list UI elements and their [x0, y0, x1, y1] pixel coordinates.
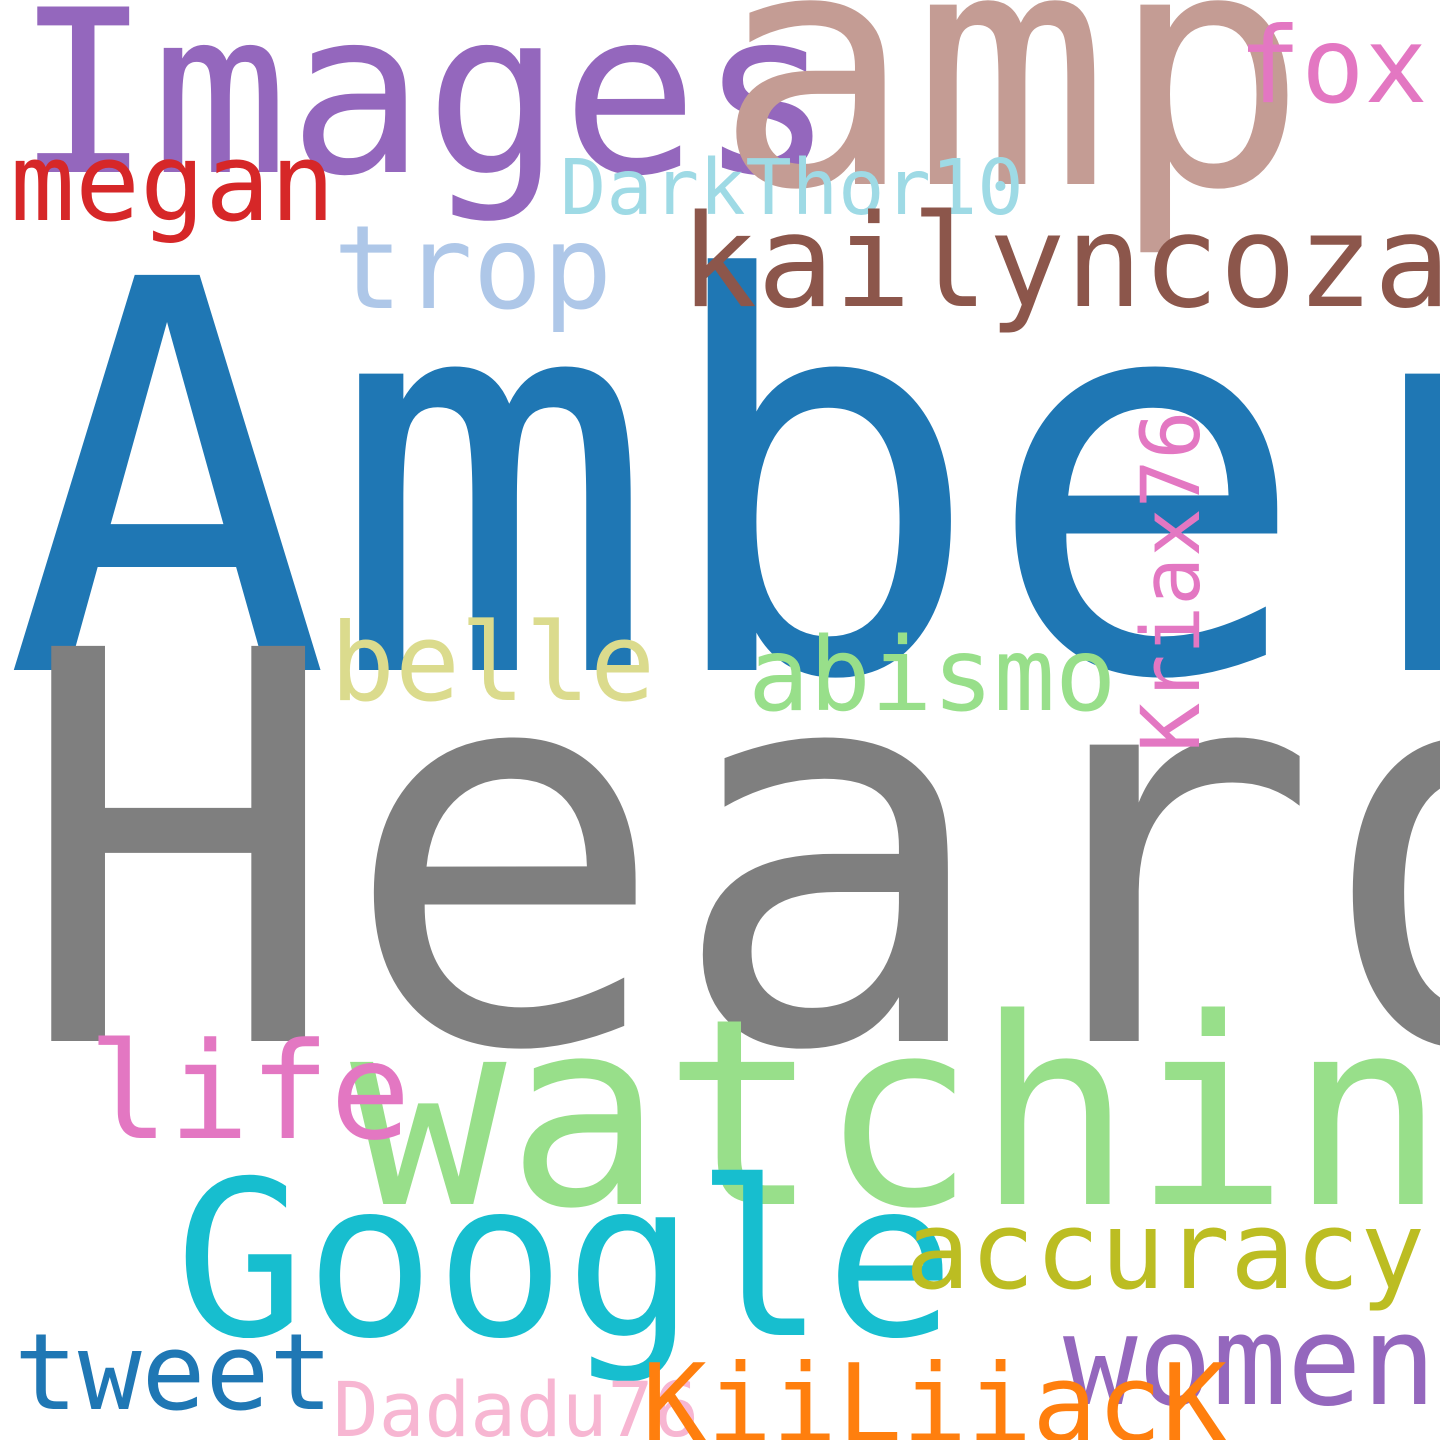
word-heard: Heard	[15, 538, 1440, 1169]
word-darkthor10: DarkThor10	[560, 144, 1024, 233]
word-amber: Amber	[4, 167, 1440, 798]
word-fox: fox	[1238, 5, 1428, 127]
word-accuracy: accuracy	[905, 1189, 1426, 1314]
word-kiiliiack: KiiLiiacK	[642, 1342, 1228, 1440]
word-trop: trop	[333, 201, 613, 336]
word-google: Google	[175, 1135, 956, 1386]
word-tweet: tweet	[14, 1311, 334, 1434]
word-life: life	[88, 1014, 411, 1170]
word-dadadu76: Dadadu76	[333, 1365, 700, 1440]
word-kriax76: Kriax76	[1125, 410, 1219, 752]
word-women: women	[1063, 1290, 1437, 1434]
word-belle: belle	[330, 601, 656, 726]
word-kailyncozad: kailyncozad	[680, 188, 1440, 337]
word-images: Images	[15, 0, 835, 226]
word-megan: megan	[10, 121, 336, 246]
word-abismo: abismo	[748, 616, 1117, 735]
word-amp: amp	[715, 0, 1308, 262]
word-watching: watching	[350, 964, 1440, 1266]
